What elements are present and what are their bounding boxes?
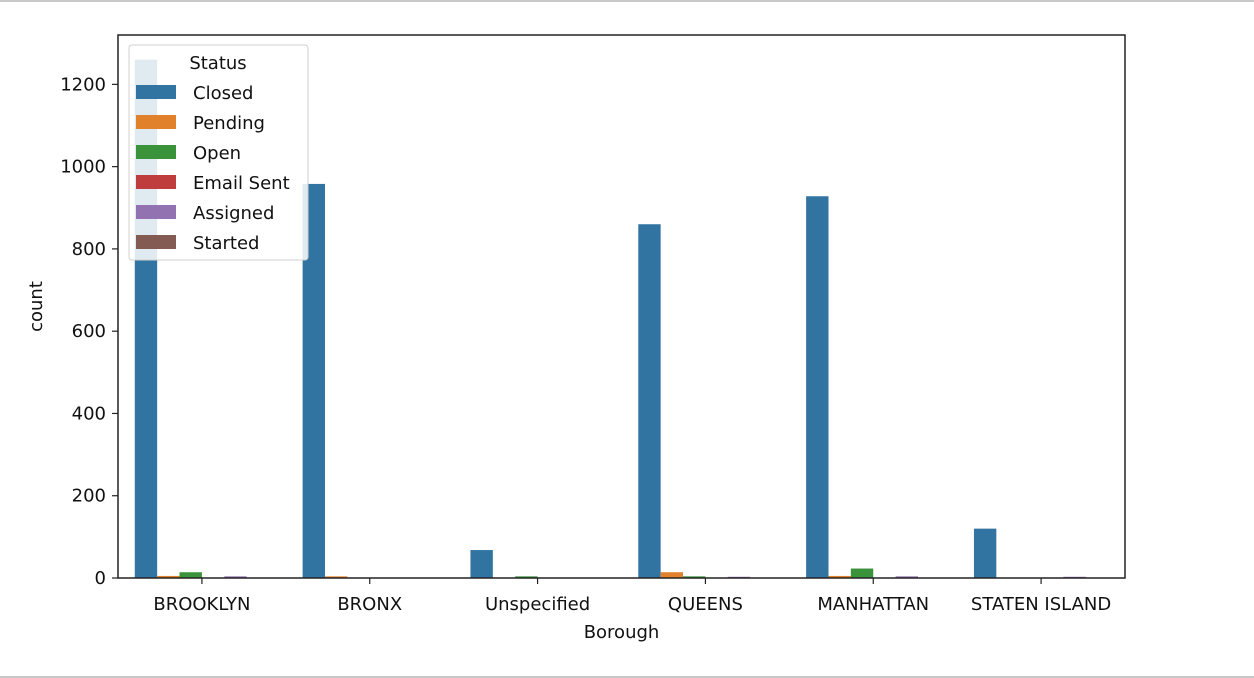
x-tick-label: QUEENS (668, 594, 743, 615)
y-tick-label: 800 (72, 239, 106, 260)
legend-swatch (136, 235, 176, 249)
y-tick-label: 1200 (60, 74, 106, 95)
y-ticks: 0 200 400 600 800 1000 1200 (60, 74, 118, 589)
bar-closed-5 (973, 528, 997, 578)
x-axis-label: Borough (584, 622, 660, 643)
bar-open-3 (683, 576, 706, 578)
y-tick-label: 600 (72, 321, 106, 342)
legend-label: Email Sent (193, 173, 290, 194)
legend-title: Status (189, 53, 246, 74)
bar-pending-4 (828, 575, 851, 578)
bar-pending-3 (660, 572, 684, 578)
x-tick-label: Unspecified (485, 594, 590, 615)
legend-label: Pending (193, 113, 265, 134)
legend-label: Closed (193, 83, 253, 104)
x-tick-label: MANHATTAN (817, 594, 929, 615)
y-tick-label: 0 (95, 568, 106, 589)
bar-pending-0 (157, 575, 180, 578)
plot-area-frame (117, 34, 1126, 579)
bar-closed-4 (806, 196, 829, 578)
y-axis-label: count (26, 281, 47, 332)
y-tick-label: 400 (72, 403, 106, 424)
legend-label: Assigned (193, 203, 274, 224)
legend-swatch (136, 145, 176, 159)
frame-top-border (0, 0, 1254, 2)
legend: Status Closed Pending Open Email Sent Assign… (128, 44, 309, 261)
bar-open-0 (179, 572, 202, 578)
legend-swatch (136, 85, 176, 99)
legend-swatch (136, 175, 176, 189)
x-tick-label: STATEN ISLAND (971, 594, 1111, 615)
x-tick-label: BROOKLYN (153, 594, 250, 615)
frame-bottom-border (0, 676, 1254, 678)
x-ticks: BROOKLYN BRONX Unspecified QUEENS MANHATTAN S… (153, 578, 1111, 615)
bar-closed-2 (470, 550, 493, 578)
bar-assigned-0 (224, 576, 247, 578)
legend-swatch (136, 115, 176, 129)
x-tick-label: BRONX (337, 594, 402, 615)
bar-open-2 (515, 576, 538, 578)
y-tick-label: 1000 (60, 157, 106, 178)
legend-label: Open (193, 143, 241, 164)
legend-swatch (136, 205, 176, 219)
bar-closed-3 (638, 224, 661, 579)
bar-assigned-4 (895, 576, 919, 578)
legend-label: Started (193, 233, 259, 254)
bar-closed-1 (302, 183, 325, 578)
y-tick-label: 200 (72, 486, 106, 507)
bar-pending-1 (324, 576, 348, 578)
bar-open-4 (850, 568, 874, 578)
